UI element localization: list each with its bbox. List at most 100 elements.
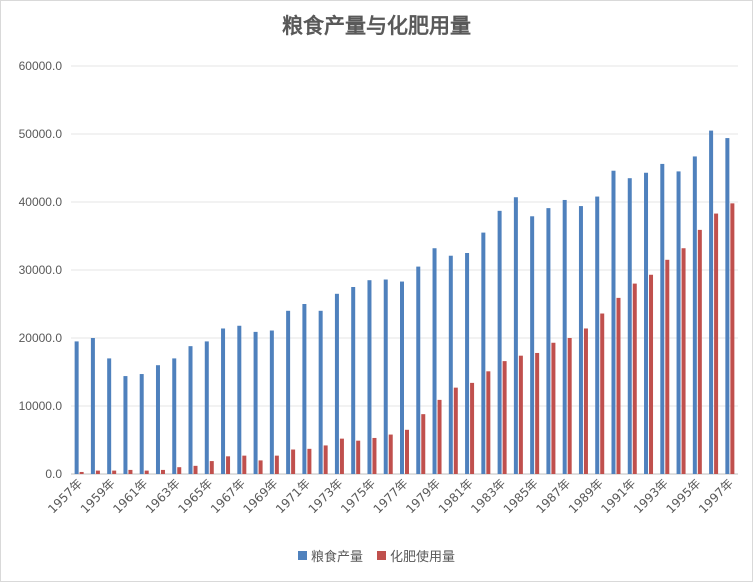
bar-fertilizer [437,399,442,474]
bar-fertilizer [502,361,507,474]
bar-fertilizer [616,297,621,474]
bar-grain [497,210,502,474]
bar-grain [318,310,323,474]
x-tick-label: 1977年 [371,476,411,516]
bar-grain [416,266,421,474]
bar-grain [448,255,453,474]
x-tick-label: 1993年 [631,476,671,516]
bar-grain [562,199,567,474]
bar-grain [644,172,649,474]
y-tick-label: 10000.0 [19,399,63,413]
bar-fertilizer [258,460,263,474]
y-tick-label: 30000.0 [19,263,63,277]
bar-grain [595,196,600,474]
x-tick-label: 1957年 [45,476,85,516]
bar-grain [660,163,665,475]
bar-grain [123,376,128,474]
bar-fertilizer [567,338,572,474]
bar-fertilizer [226,456,231,474]
legend-swatch-fertilizer [377,551,386,560]
bar-grain [334,293,339,474]
bar-grain [481,232,486,474]
y-tick-label: 20000.0 [19,331,63,345]
x-tick-label: 1979年 [403,476,443,516]
x-tick-label: 1985年 [501,476,541,516]
bar-grain [204,341,209,474]
bar-fertilizer [356,440,361,474]
bar-fertilizer [535,352,540,474]
bar-grain [627,178,632,474]
legend-item-fertilizer: 化肥使用量 [377,546,455,565]
bar-fertilizer [681,248,686,474]
bar-grain [269,330,274,474]
bar-grain [188,346,193,474]
bar-fertilizer [160,469,165,474]
legend-label-fertilizer: 化肥使用量 [390,550,456,565]
bar-grain [286,310,291,474]
bar-grain [725,138,730,474]
bar-fertilizer [128,469,133,474]
x-tick-label: 1989年 [566,476,606,516]
bar-fertilizer [144,470,149,474]
y-tick-label: 0.0 [45,467,62,481]
x-tick-label: 1971年 [273,476,313,516]
bar-fertilizer [453,387,458,474]
bar-fertilizer [372,437,377,474]
bar-grain [139,374,144,474]
x-tick-label: 1975年 [338,476,378,516]
bar-fertilizer [600,313,605,474]
legend-swatch-grain [297,551,307,560]
bar-grain [432,248,437,474]
x-tick-label: 1995年 [663,476,703,516]
bar-grain [383,279,388,474]
bar-grain [351,287,356,474]
bar-fertilizer [421,414,426,474]
bar-fertilizer [307,448,312,474]
bar-grain [172,358,177,474]
chart-legend: 粮食产量 化肥使用量 [0,546,753,565]
bar-fertilizer [518,355,523,474]
bar-grain [465,253,470,474]
bar-fertilizer [632,283,637,474]
x-tick-label: 1991年 [598,476,638,516]
bar-grain [546,208,551,474]
bar-fertilizer [551,342,556,474]
bar-grain [611,170,616,474]
bar-grain [692,156,697,474]
x-tick-label: 1981年 [436,476,476,516]
x-tick-label: 1967年 [208,476,248,516]
bar-fertilizer [714,213,719,474]
bar-fertilizer [470,382,475,474]
bar-fertilizer [388,434,393,474]
bar-grain [709,130,714,474]
y-tick-label: 60000.0 [19,59,63,73]
chart-title: 粮食产量与化肥用量 [282,14,471,38]
bar-fertilizer [339,438,344,474]
bar-grain [90,338,95,474]
bar-fertilizer [112,470,117,474]
bar-grain [676,171,681,474]
x-tick-label: 1963年 [143,476,183,516]
bar-fertilizer [79,471,84,474]
bar-grain [237,325,242,474]
bar-fertilizer [486,371,491,474]
legend-label-grain: 粮食产量 [310,550,363,565]
bar-grain [302,304,307,474]
bar-fertilizer [209,461,214,474]
bar-fertilizer [274,455,279,474]
bar-grain [530,216,535,474]
bar-grain [74,341,79,474]
x-tick-label: 1965年 [175,476,215,516]
bar-fertilizer [291,449,296,474]
bar-fertilizer [193,465,198,474]
bar-fertilizer [323,445,328,474]
bar-grain [578,206,583,474]
bar-grain [155,365,160,474]
x-tick-label: 1983年 [468,476,508,516]
bar-fertilizer [697,229,702,474]
bar-fertilizer [95,470,100,474]
x-tick-label: 1973年 [306,476,346,516]
bar-fertilizer [730,203,735,475]
bar-grain [400,281,404,474]
